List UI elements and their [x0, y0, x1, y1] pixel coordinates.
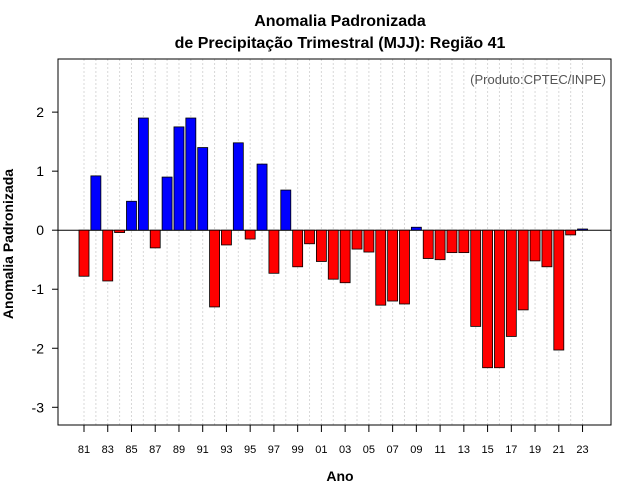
x-tick-label: 17	[505, 444, 517, 456]
y-tick-label: 0	[36, 222, 44, 238]
x-tick-label: 05	[363, 444, 375, 456]
bar-90	[185, 117, 197, 231]
bar-13	[458, 229, 470, 254]
bar-93	[221, 229, 232, 246]
bar-17	[505, 229, 517, 337]
x-tick-label: 15	[481, 444, 493, 456]
x-tick-label: 03	[339, 444, 351, 456]
x-tick-label: 89	[173, 444, 185, 456]
x-tick-label: 85	[125, 444, 137, 456]
bar-97	[268, 229, 280, 274]
bar-92	[209, 229, 220, 308]
bar-85	[126, 200, 137, 231]
bar-88	[161, 176, 173, 231]
bar-09	[410, 226, 422, 231]
y-tick-label: 2	[36, 104, 44, 120]
bar-11	[434, 229, 446, 261]
bar-21	[553, 229, 565, 351]
bar-19	[529, 229, 541, 262]
bar-23	[577, 228, 588, 231]
bar-84	[114, 229, 126, 233]
y-axis-label: Anomalia Padronizada	[0, 169, 16, 319]
x-tick-label: 97	[268, 444, 280, 456]
x-tick-label: 99	[292, 444, 304, 456]
bar-95	[244, 229, 256, 240]
x-tick-label: 91	[197, 444, 209, 456]
bar-81	[78, 229, 90, 277]
y-tick-label: -1	[32, 281, 45, 297]
bar-83	[102, 229, 114, 282]
x-tick-label: 81	[78, 444, 90, 456]
y-axis-ticks: -3 -2 -1 0 1 2	[32, 104, 58, 415]
plot-area-frame	[57, 58, 612, 426]
credit-label: (Produto:CPTEC/INPE)	[470, 72, 606, 87]
bar-10	[422, 229, 434, 259]
bar-05	[363, 229, 375, 253]
x-tick-label: 83	[102, 444, 114, 456]
x-tick-label: 13	[458, 444, 470, 456]
bar-04	[351, 229, 363, 250]
x-tick-label: 07	[386, 444, 398, 456]
x-tick-label: 21	[553, 444, 565, 456]
bar-08	[399, 229, 410, 305]
bar-12	[446, 229, 458, 254]
x-axis-ticks: 81 83 85 87 89 91 93 95 97 99 01 03 05 07 09 11 13 15 17 19…	[78, 425, 589, 456]
y-tick-label: -3	[32, 399, 45, 415]
bar-07	[387, 229, 399, 302]
bar-22	[565, 229, 577, 236]
bar-98	[280, 189, 292, 231]
chart-title-line2: de Precipitação Trimestral (MJJ): Região…	[175, 35, 506, 52]
bar-16	[494, 229, 505, 369]
bar-03	[339, 229, 351, 284]
x-tick-label: 19	[529, 444, 541, 456]
x-tick-label: 01	[315, 444, 327, 456]
bar-02	[327, 229, 339, 280]
x-axis-label: Ano	[326, 468, 353, 484]
bar-91	[197, 147, 209, 231]
bar-20	[541, 229, 553, 268]
bar-14	[470, 229, 482, 327]
bar-99	[292, 229, 304, 268]
x-tick-label: 87	[149, 444, 161, 456]
x-tick-label: 11	[434, 444, 445, 456]
bar-94	[232, 142, 244, 231]
x-tick-label: 23	[576, 444, 588, 456]
x-tick-label: 95	[244, 444, 256, 456]
bar-89	[173, 126, 185, 231]
chart-title-line1: Anomalia Padronizada	[254, 13, 426, 30]
y-tick-label: -2	[32, 340, 45, 356]
bar-00	[304, 229, 315, 245]
bar-series	[78, 117, 588, 369]
bar-87	[149, 229, 161, 249]
bar-96	[256, 163, 268, 231]
bar-15	[482, 229, 493, 369]
vertical-gridlines	[83, 59, 584, 425]
bar-82	[90, 175, 102, 231]
bar-01	[315, 229, 327, 262]
bar-86	[137, 117, 149, 231]
bar-18	[517, 229, 529, 311]
x-tick-label: 09	[410, 444, 422, 456]
x-tick-label: 93	[220, 444, 232, 456]
bar-06	[375, 229, 387, 306]
y-tick-label: 1	[36, 163, 44, 179]
